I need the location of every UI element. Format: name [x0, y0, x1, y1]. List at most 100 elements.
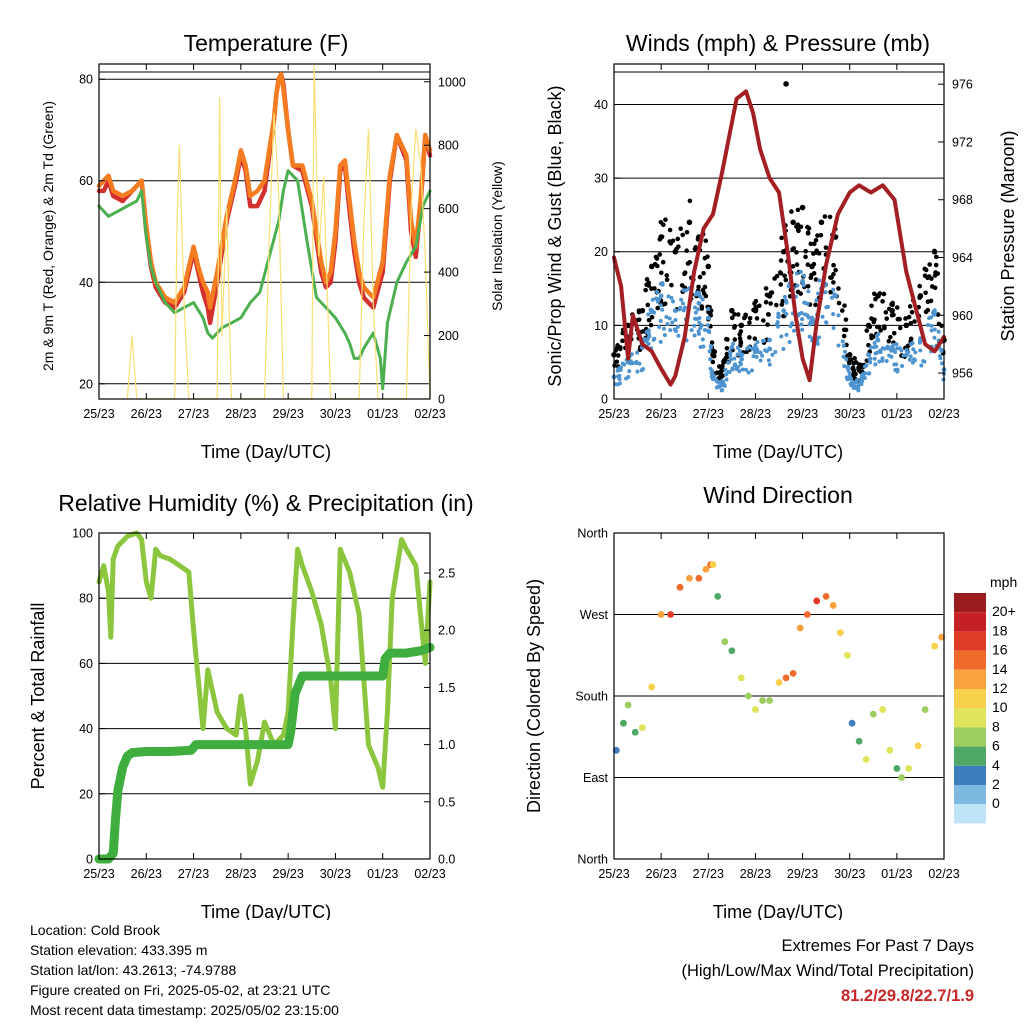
- wind-point: [635, 369, 640, 374]
- wind-point: [867, 371, 872, 376]
- gust-point: [908, 320, 914, 326]
- y-tick-label: South: [575, 690, 608, 704]
- gust-point: [814, 248, 819, 253]
- wind-point: [872, 345, 877, 350]
- wind-point: [779, 334, 784, 339]
- y2-tick-label: 0.0: [438, 853, 455, 867]
- gust-point: [738, 322, 745, 329]
- wind-point: [800, 317, 805, 322]
- wind-point: [675, 324, 680, 329]
- wind-point: [816, 291, 821, 296]
- series-line-2m-t: [96, 71, 433, 326]
- direction-point: [893, 765, 901, 772]
- gust-point: [932, 285, 938, 291]
- gust-point: [803, 248, 808, 254]
- wind-point: [791, 328, 796, 333]
- gust-point: [738, 340, 744, 346]
- gust-point: [851, 367, 857, 373]
- wind-point: [726, 360, 731, 365]
- y2-tick-label: 800: [438, 139, 459, 153]
- wind-point: [880, 358, 885, 363]
- wind-point: [904, 348, 909, 353]
- gust-point: [891, 312, 896, 318]
- gust-point: [709, 340, 715, 345]
- gust-point: [668, 241, 674, 246]
- gust-point: [721, 359, 727, 365]
- gust-point: [659, 270, 664, 276]
- gust-point: [867, 324, 873, 330]
- wind-point: [754, 354, 759, 359]
- wind-point: [728, 353, 733, 358]
- gust-point: [708, 311, 713, 316]
- extremes-box: Extremes For Past 7 Days (High/Low/Max W…: [681, 934, 974, 1009]
- wind-point: [901, 353, 906, 358]
- wind-point: [635, 350, 640, 355]
- wind-point: [919, 363, 924, 368]
- wind-point: [711, 374, 716, 379]
- gust-point: [663, 217, 668, 223]
- wind-point: [859, 375, 864, 380]
- wind-point: [658, 303, 663, 308]
- gust-point: [645, 302, 651, 308]
- gust-point: [710, 359, 716, 365]
- wind-point: [831, 325, 836, 330]
- direction-title: Wind Direction: [703, 482, 853, 508]
- winds-xlabel: Time (Day/UTC): [713, 442, 843, 462]
- wind-point: [707, 330, 712, 335]
- wind-point: [929, 323, 934, 328]
- gust-point: [933, 270, 938, 275]
- gust-point: [906, 314, 912, 320]
- direction-point: [836, 629, 844, 637]
- gust-point: [701, 270, 706, 276]
- gust-point: [827, 214, 833, 220]
- gust-point: [881, 291, 887, 297]
- wind-point: [863, 371, 868, 376]
- direction-point: [931, 642, 938, 650]
- x-tick-label: 28/23: [225, 407, 256, 421]
- humidity-title: Relative Humidity (%) & Precipitation (i…: [58, 490, 473, 516]
- gust-point: [909, 309, 915, 315]
- x-tick-label: 29/23: [787, 867, 818, 881]
- gust-point: [876, 324, 882, 330]
- gust-point: [763, 286, 769, 291]
- station-info: Location: Cold Brook Station elevation: …: [30, 920, 339, 1020]
- wind-point: [652, 310, 657, 315]
- wind-point: [913, 350, 918, 355]
- wind-point: [761, 338, 766, 343]
- wind-point: [706, 307, 711, 312]
- wind-point: [665, 322, 670, 327]
- wind-point: [628, 359, 633, 364]
- direction-point: [638, 724, 646, 732]
- direction-point: [905, 765, 913, 772]
- direction-point: [789, 669, 797, 677]
- gust-point: [687, 198, 693, 204]
- wind-point: [747, 345, 752, 350]
- wind-point: [872, 356, 877, 361]
- wind-point: [627, 369, 632, 374]
- wind-point: [917, 340, 922, 345]
- direction-ylabel: Direction (Colored By Speed): [524, 579, 544, 813]
- gust-point: [732, 337, 738, 342]
- temperature-y2label: Solar Insolation (Yellow): [489, 161, 505, 311]
- wind-point: [708, 343, 713, 348]
- gust-point: [729, 315, 735, 321]
- wind-point: [737, 348, 742, 353]
- gust-point: [648, 322, 654, 328]
- wind-point: [728, 357, 733, 362]
- temperature-panel: Temperature (F) Time (Day/UTC) 2m & 9m T…: [40, 30, 505, 462]
- x-tick-label: 30/23: [834, 407, 865, 421]
- y2-tick-label: 1.5: [438, 681, 455, 695]
- direction-point: [631, 728, 639, 736]
- wind-point: [899, 348, 904, 353]
- wind-point: [666, 294, 671, 299]
- wind-point: [617, 381, 622, 386]
- gust-point: [917, 295, 922, 301]
- wind-point: [676, 333, 681, 338]
- wind-point: [900, 363, 905, 368]
- wind-point: [734, 366, 739, 371]
- gust-point: [753, 298, 759, 304]
- wind-point: [641, 366, 646, 371]
- wind-point: [657, 325, 662, 330]
- gust-point: [891, 330, 897, 336]
- wind-point: [848, 381, 853, 386]
